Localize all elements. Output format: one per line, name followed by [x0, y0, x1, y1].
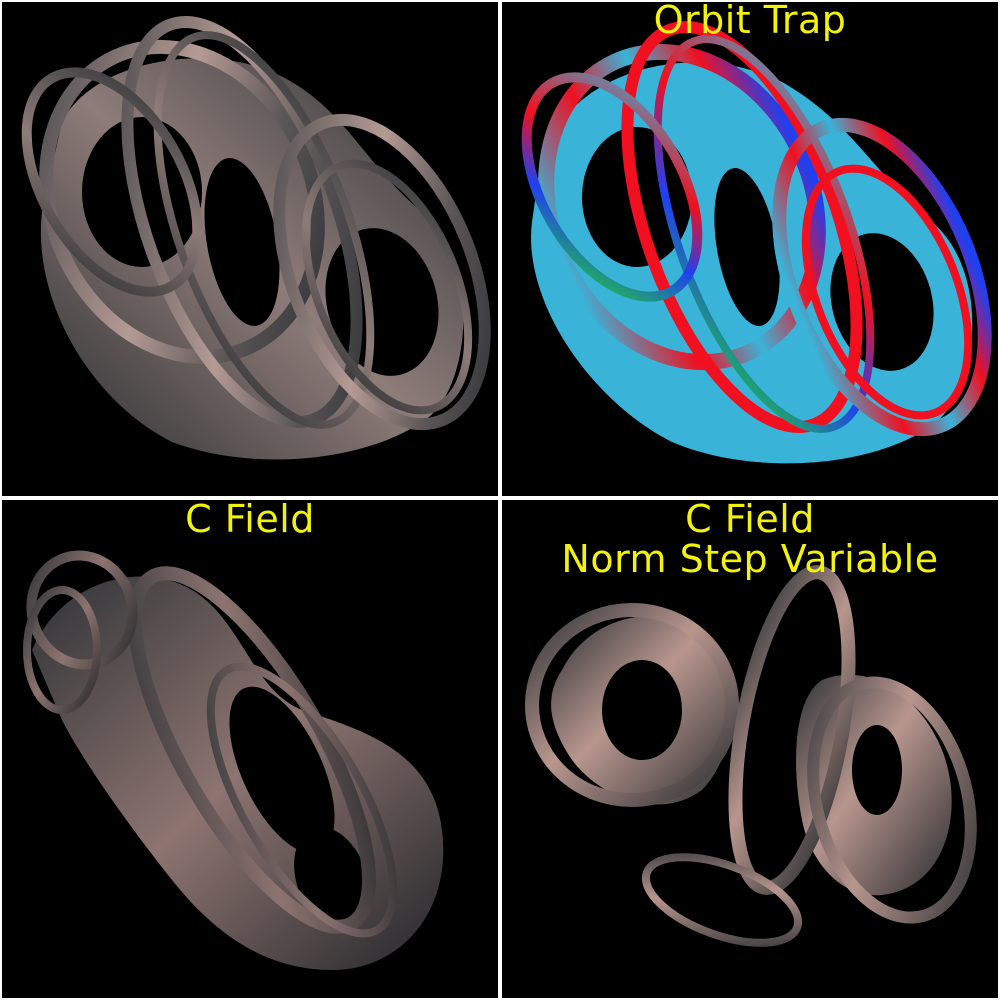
render-panel-orbit-trap: Orbit Trap — [502, 2, 998, 496]
panel-caption: C Field — [185, 500, 315, 541]
render-panel-default — [2, 2, 498, 496]
fractal-render-c-field — [23, 550, 444, 970]
render-panel-c-field-norm-step: C Field Norm Step Variable — [502, 500, 998, 998]
fractal-render-metal — [21, 16, 491, 460]
panel-caption-line-2: Norm Step Variable — [561, 537, 939, 581]
fractal-render-orbit-trap — [521, 21, 992, 464]
fractal-render-c-field-norm-step — [525, 565, 977, 947]
panel-caption: Orbit Trap — [653, 2, 847, 42]
panel-caption-line-1: C Field — [685, 500, 815, 541]
render-panel-c-field: C Field — [2, 500, 498, 998]
